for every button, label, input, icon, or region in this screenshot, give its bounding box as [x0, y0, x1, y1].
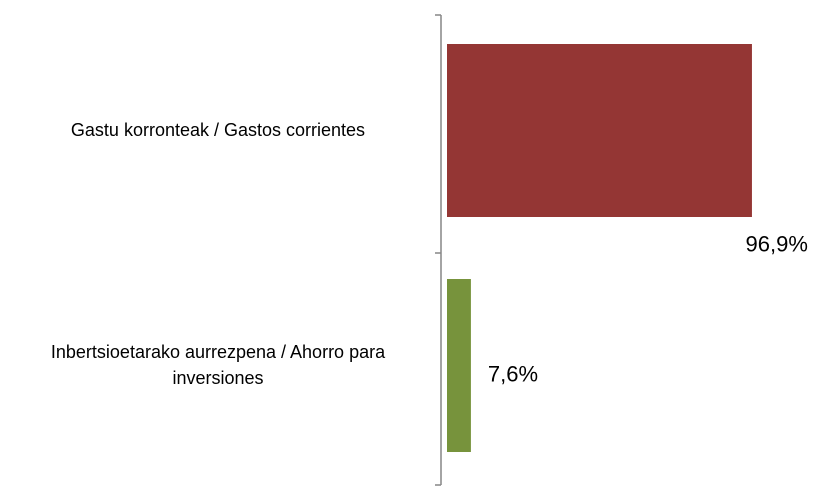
bar: [447, 279, 471, 452]
bar: [447, 44, 752, 217]
category-label: Gastu korronteak / Gastos corrientes: [70, 119, 366, 140]
category-label: Inbertsioetarako aurrezpena / Ahorro par…: [50, 341, 386, 388]
value-label: 96,9%: [746, 231, 808, 256]
value-label: 7,6%: [488, 361, 538, 386]
